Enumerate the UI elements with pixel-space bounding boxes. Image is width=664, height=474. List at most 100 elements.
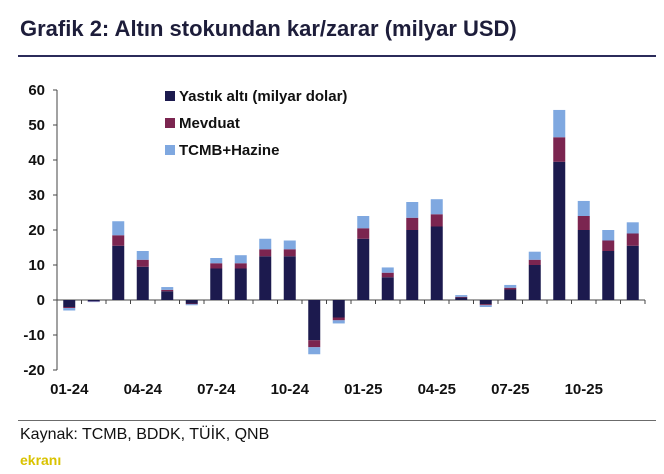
bar-segment-tcmb bbox=[357, 216, 370, 229]
bar-segment-tcmb bbox=[136, 251, 149, 260]
bar-segment-tcmb bbox=[185, 304, 198, 306]
bar-segment-mevduat bbox=[577, 216, 590, 230]
y-tick-label: -10 bbox=[23, 327, 45, 344]
bar-segment-mevduat bbox=[430, 214, 443, 227]
y-tick-label: 30 bbox=[28, 187, 45, 204]
bar-segment-tcmb bbox=[430, 199, 443, 215]
bar-segment-tcmb bbox=[553, 109, 566, 138]
bar-segment-yastik bbox=[234, 268, 247, 300]
x-tick-label: 10-25 bbox=[565, 381, 603, 398]
bar-segment-tcmb bbox=[332, 320, 345, 324]
legend-label-yastik: Yastık altı (milyar dolar) bbox=[179, 88, 347, 105]
bar-segment-tcmb bbox=[504, 284, 517, 288]
y-tick-label: 20 bbox=[28, 222, 45, 239]
bar-segment-yastik bbox=[528, 265, 541, 300]
bar-segment-mevduat bbox=[112, 235, 125, 246]
x-tick-label: 07-24 bbox=[197, 381, 236, 398]
bar-segment-mevduat bbox=[626, 233, 639, 246]
bar-segment-tcmb bbox=[528, 251, 541, 260]
title-divider bbox=[18, 55, 656, 57]
bar-segment-yastik bbox=[210, 268, 223, 300]
bar-segment-mevduat bbox=[87, 301, 100, 302]
x-tick-label: 10-24 bbox=[271, 381, 310, 398]
legend-label-tcmb: TCMB+Hazine bbox=[179, 142, 279, 159]
bar-segment-tcmb bbox=[479, 305, 492, 307]
bar-segment-yastik bbox=[283, 256, 296, 300]
y-tick-label: -20 bbox=[23, 362, 45, 379]
x-tick-label: 04-24 bbox=[124, 381, 163, 398]
bar-segment-yastik bbox=[87, 300, 100, 302]
bar-segment-yastik bbox=[455, 297, 468, 300]
bar-segment-mevduat bbox=[357, 228, 370, 239]
bar-segment-yastik bbox=[357, 238, 370, 300]
bar-segment-yastik bbox=[406, 230, 419, 300]
x-tick-label: 04-25 bbox=[418, 381, 456, 398]
source-divider bbox=[18, 420, 656, 421]
bar-segment-yastik bbox=[504, 289, 517, 300]
y-tick-label: 10 bbox=[28, 257, 45, 274]
bar-segment-yastik bbox=[553, 161, 566, 300]
bar-segment-tcmb bbox=[259, 238, 272, 250]
bar-segment-mevduat bbox=[455, 296, 468, 298]
bar-segment-mevduat bbox=[504, 287, 517, 290]
bar-segment-tcmb bbox=[602, 230, 615, 241]
bar-segment-mevduat bbox=[283, 249, 296, 257]
bar-segment-tcmb bbox=[626, 222, 639, 234]
bar-segment-mevduat bbox=[406, 217, 419, 230]
x-tick-label: 01-25 bbox=[344, 381, 382, 398]
x-axis: 01-24 04-24 07-24 10-24 01-25 04-25 07-25 10-25 bbox=[50, 299, 646, 398]
bar-segment-tcmb bbox=[161, 287, 174, 290]
y-tick-label: 60 bbox=[28, 82, 45, 99]
bar-segment-mevduat bbox=[381, 272, 394, 278]
y-tick-label: 50 bbox=[28, 117, 45, 134]
legend-swatch-mevduat bbox=[165, 118, 175, 128]
legend-swatch-tcmb bbox=[165, 145, 175, 155]
bar-segment-tcmb bbox=[63, 308, 76, 311]
bar-segment-tcmb bbox=[112, 221, 125, 236]
bar-segment-yastik bbox=[63, 300, 76, 307]
bar-segment-mevduat bbox=[332, 317, 345, 321]
y-tick-label: 40 bbox=[28, 152, 45, 169]
bar-segment-mevduat bbox=[479, 304, 492, 306]
bar-segment-yastik bbox=[136, 266, 149, 300]
bar-segment-tcmb bbox=[308, 347, 321, 355]
bar-segment-yastik bbox=[161, 291, 174, 300]
y-tick-label: 0 bbox=[37, 292, 45, 309]
bar-segment-tcmb bbox=[381, 267, 394, 273]
legend-swatch-yastik bbox=[165, 91, 175, 101]
bar-segment-yastik bbox=[479, 300, 492, 305]
bar-segment-tcmb bbox=[283, 240, 296, 250]
bar-segment-yastik bbox=[430, 226, 443, 300]
source-note: Kaynak: TCMB, BDDK, TÜİK, QNB bbox=[20, 426, 270, 443]
bar-segment-tcmb bbox=[87, 301, 100, 303]
x-tick-label: 07-25 bbox=[491, 381, 529, 398]
x-tick-label: 01-24 bbox=[50, 381, 89, 398]
bar-segment-tcmb bbox=[455, 295, 468, 297]
bar-segment-mevduat bbox=[210, 263, 223, 269]
bar-segment-yastik bbox=[259, 256, 272, 300]
watermark-logo: ekranı bbox=[20, 452, 62, 468]
bar-segment-yastik bbox=[626, 245, 639, 300]
y-axis: 60 50 40 30 20 10 0 -10 -20 bbox=[23, 82, 58, 379]
bar-segment-tcmb bbox=[406, 202, 419, 218]
stacked-bar-chart: 60 50 40 30 20 10 0 -10 -20 01-24 04-24 07-24 10-24… bbox=[23, 82, 646, 398]
legend: Yastık altı (milyar dolar) Mevduat TCMB+Ha… bbox=[165, 88, 347, 159]
bar-segment-mevduat bbox=[528, 259, 541, 265]
bar-segment-yastik bbox=[381, 277, 394, 300]
bar-segment-yastik bbox=[332, 300, 345, 318]
bar-segment-mevduat bbox=[63, 307, 76, 309]
bar-segment-tcmb bbox=[210, 258, 223, 264]
bar-segment-mevduat bbox=[234, 263, 247, 269]
bar-segment-mevduat bbox=[259, 249, 272, 257]
bar-segment-yastik bbox=[185, 300, 198, 304]
bar-segment-yastik bbox=[602, 251, 615, 300]
bar-segment-yastik bbox=[577, 230, 590, 300]
bar-segment-mevduat bbox=[553, 137, 566, 162]
bar-segment-mevduat bbox=[161, 289, 174, 292]
bar-segment-tcmb bbox=[234, 255, 247, 264]
legend-label-mevduat: Mevduat bbox=[179, 115, 240, 132]
bar-segment-tcmb bbox=[577, 200, 590, 216]
bar-segment-mevduat bbox=[185, 303, 198, 305]
bar-segment-yastik bbox=[112, 245, 125, 300]
chart-title: Grafik 2: Altın stokundan kar/zarar (mil… bbox=[20, 16, 517, 41]
